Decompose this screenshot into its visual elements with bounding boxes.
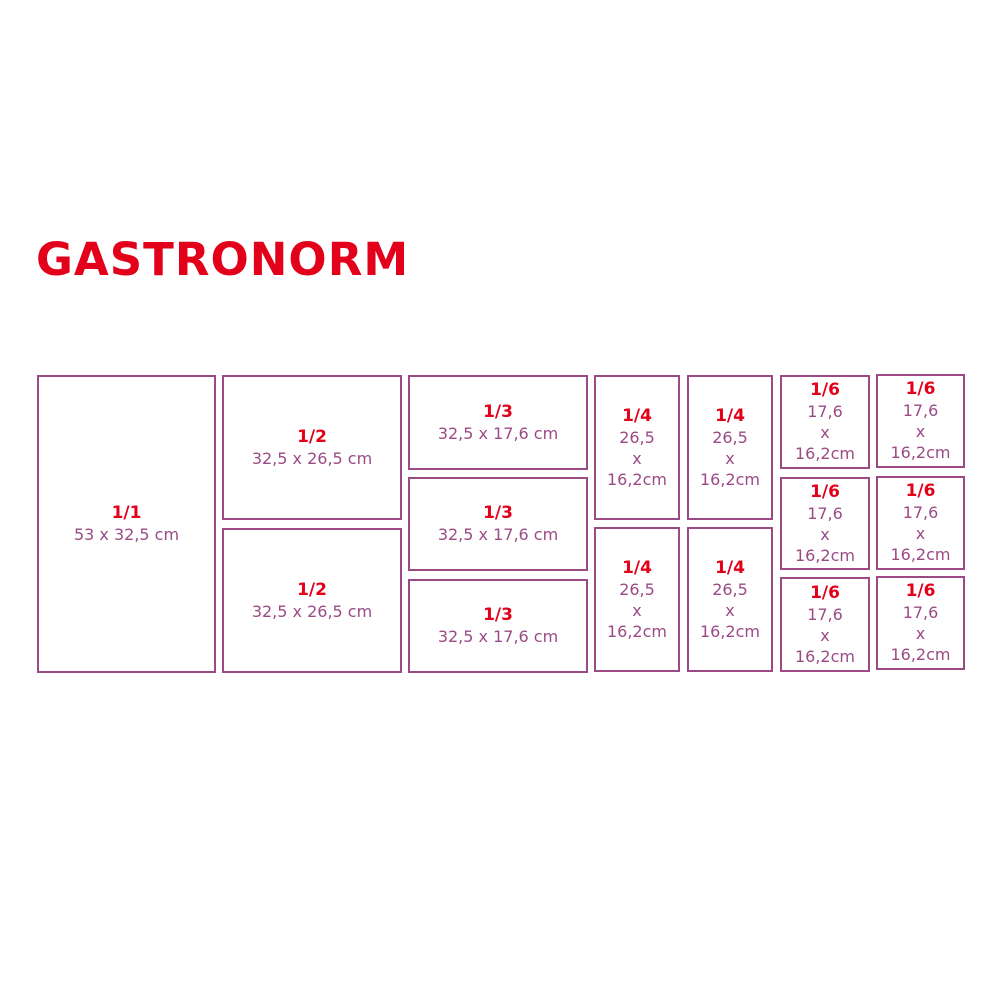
- pan-dimension: 32,5 x 17,6 cm: [437, 627, 559, 646]
- pan-box-1-4: 1/4 26,5 x 16,2cm: [594, 375, 680, 520]
- pan-dimension: x: [820, 524, 830, 544]
- pan-box-1-6: 1/6 17,6 x 16,2cm: [876, 476, 965, 570]
- pan-box-1-2: 1/2 32,5 x 26,5 cm: [222, 375, 402, 520]
- pan-dimension: 16,2cm: [699, 469, 760, 489]
- pan-dimension: 16,2cm: [606, 621, 667, 641]
- pan-dimension: 16,2cm: [890, 545, 951, 564]
- pan-box-1-6: 1/6 17,6 x 16,2cm: [780, 477, 870, 570]
- pan-dimension: 17,6: [807, 604, 843, 624]
- pan-fraction: 1/2: [297, 579, 327, 600]
- pan-dimension: 32,5 x 17,6 cm: [437, 423, 559, 443]
- pan-fraction: 1/6: [905, 379, 936, 399]
- pan-dimension: 17,6: [807, 503, 843, 523]
- pan-dimension: 26,5: [712, 579, 748, 599]
- pan-dimension: x: [725, 448, 735, 468]
- pan-fraction: 1/6: [905, 581, 936, 601]
- pan-fraction: 1/3: [483, 401, 513, 422]
- pan-fraction: 1/3: [483, 503, 513, 523]
- pan-dimension: 26,5: [712, 427, 748, 447]
- pan-dimension: x: [820, 423, 830, 442]
- pan-dimension: 32,5 x 17,6 cm: [437, 525, 559, 544]
- pan-fraction: 1/1: [111, 503, 142, 523]
- pan-box-1-6: 1/6 17,6 x 16,2cm: [876, 374, 965, 468]
- pan-fraction: 1/6: [905, 481, 936, 501]
- pan-dimension: x: [725, 600, 735, 620]
- pan-fraction: 1/4: [715, 557, 745, 578]
- pan-dimension: x: [915, 524, 926, 543]
- pan-dimension: x: [915, 422, 926, 441]
- pan-box-1-4: 1/4 26,5 x 16,2cm: [687, 527, 773, 672]
- pan-box-1-6: 1/6 17,6 x 16,2cm: [780, 375, 870, 469]
- pan-dimension: 17,6: [902, 603, 939, 622]
- pan-dimension: 16,2cm: [794, 646, 855, 666]
- pan-dimension: 26,5: [619, 579, 655, 599]
- pan-dimension: x: [820, 625, 830, 645]
- pan-dimension: 16,2cm: [794, 545, 855, 565]
- page-title: GASTRONORM: [36, 233, 410, 286]
- pan-box-1-6: 1/6 17,6 x 16,2cm: [780, 577, 870, 672]
- pan-box-1-3: 1/3 32,5 x 17,6 cm: [408, 579, 588, 673]
- pan-fraction: 1/4: [622, 557, 652, 578]
- pan-dimension: x: [915, 624, 926, 643]
- pan-dimension: x: [632, 600, 642, 620]
- pan-dimension: 32,5 x 26,5 cm: [251, 601, 373, 621]
- pan-fraction: 1/3: [483, 605, 513, 625]
- pan-fraction: 1/4: [715, 405, 745, 426]
- pan-dimension: 17,6: [902, 503, 939, 522]
- pan-dimension: 17,6: [807, 402, 843, 421]
- pan-fraction: 1/2: [297, 426, 327, 447]
- pan-dimension: 17,6: [902, 401, 939, 420]
- pan-box-1-1: 1/1 53 x 32,5 cm: [37, 375, 216, 673]
- pan-dimension: 16,2cm: [606, 469, 667, 489]
- pan-dimension: 32,5 x 26,5 cm: [251, 448, 373, 468]
- pan-fraction: 1/6: [810, 380, 840, 400]
- pan-dimension: 16,2cm: [699, 621, 760, 641]
- pan-box-1-3: 1/3 32,5 x 17,6 cm: [408, 375, 588, 470]
- pan-dimension: 53 x 32,5 cm: [73, 525, 180, 544]
- pan-fraction: 1/6: [810, 481, 840, 502]
- pan-dimension: 16,2cm: [794, 444, 855, 463]
- pan-dimension: x: [632, 448, 642, 468]
- pan-dimension: 16,2cm: [890, 443, 951, 462]
- pan-box-1-6: 1/6 17,6 x 16,2cm: [876, 576, 965, 670]
- pan-dimension: 16,2cm: [890, 645, 951, 664]
- pan-fraction: 1/6: [810, 582, 840, 603]
- pan-box-1-3: 1/3 32,5 x 17,6 cm: [408, 477, 588, 571]
- pan-dimension: 26,5: [619, 427, 655, 447]
- pan-box-1-4: 1/4 26,5 x 16,2cm: [687, 375, 773, 520]
- pan-box-1-4: 1/4 26,5 x 16,2cm: [594, 527, 680, 672]
- pan-box-1-2: 1/2 32,5 x 26,5 cm: [222, 528, 402, 673]
- pan-fraction: 1/4: [622, 405, 652, 426]
